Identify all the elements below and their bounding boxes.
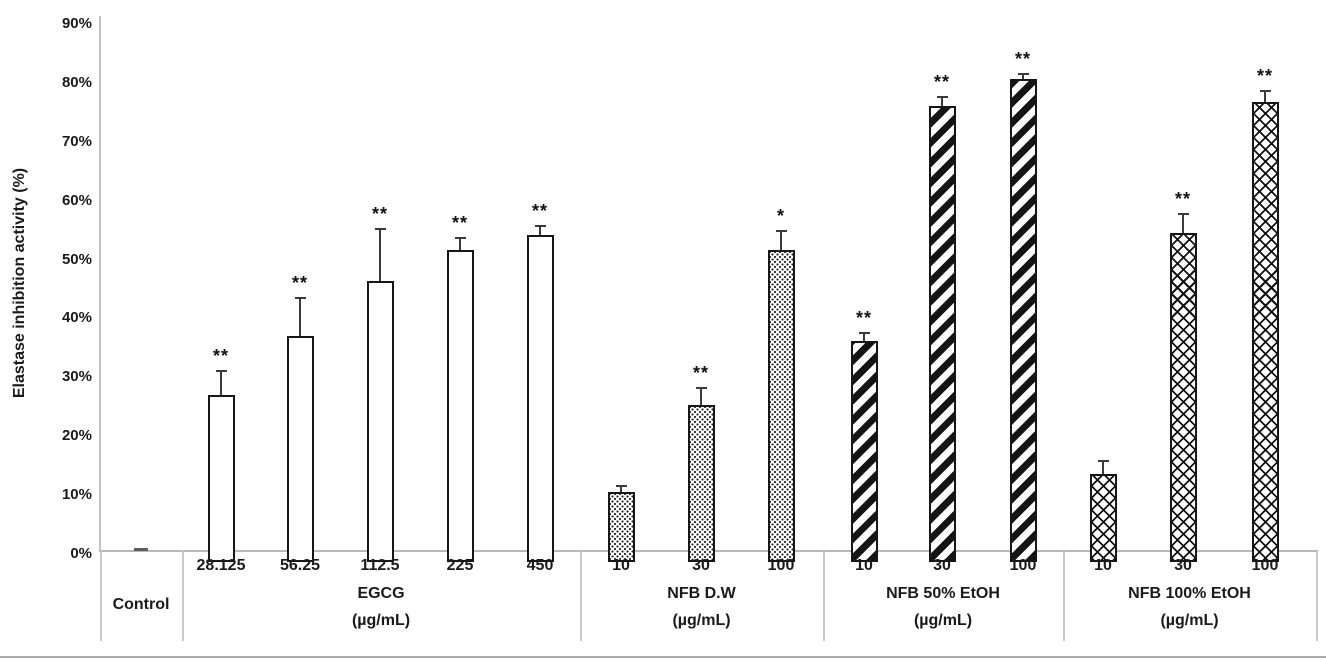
significance-mark: * [776,206,785,227]
bar [207,394,235,562]
significance-mark: ** [451,213,468,234]
bar [366,280,394,562]
error-bar-cap [215,369,227,372]
bottom-border-line [0,656,1326,658]
error-bar-cap [374,227,386,230]
significance-mark: ** [531,200,548,221]
error-bar-cap [1017,72,1029,75]
error-bar-cap [294,297,306,300]
concentration-label: 10 [855,557,873,574]
y-tick-label: 70% [61,132,92,150]
bar [607,492,635,562]
y-tick-label: 90% [61,14,92,32]
bar [446,250,474,562]
concentration-label: 100 [1009,557,1037,574]
concentration-label: 28.125 [196,557,246,574]
bar [286,336,314,562]
y-tick-label: 50% [61,250,92,268]
y-tick-label: 0% [70,545,92,562]
significance-mark: ** [933,72,950,93]
group-label: Control [112,596,170,613]
significance-mark: ** [371,203,388,224]
error-bar-cap [454,237,466,240]
y-tick-label: 10% [61,486,92,504]
error-bar-line [1102,459,1104,475]
group-divider [100,551,102,641]
bar [850,341,878,562]
error-bar-line [941,96,943,107]
error-bar-cap [1097,459,1109,462]
bar [1251,101,1279,562]
group-label: EGCG [357,585,405,602]
error-bar-line [780,230,782,251]
bar [1169,233,1197,562]
error-bar-cap [936,96,948,99]
y-tick-label: 40% [61,309,92,327]
error-bar-cap [1177,213,1189,216]
bar [928,106,956,562]
error-bar-line [379,227,381,281]
y-tick-label: 60% [61,191,92,209]
error-bar-line [1264,89,1266,102]
error-bar-line [539,224,541,235]
group-label: NFB 100% EtOH [1128,585,1251,602]
bar-control [134,548,148,552]
group-label: NFB D.W [667,585,736,602]
error-bar-line [620,485,622,493]
error-bar-cap [534,224,546,227]
error-bar-line [220,369,222,395]
concentration-label: 100 [767,557,795,574]
group-divider [823,551,825,641]
concentration-label: 10 [1094,557,1112,574]
y-tick-label: 20% [61,427,92,445]
group-sublabel: (µg/mL) [913,612,973,629]
y-tick-label: 30% [61,368,92,386]
bar [526,234,554,562]
y-tick-label: 80% [61,73,92,91]
significance-mark: ** [212,345,229,366]
y-axis-title: Elastase inhibition activity (%) [11,167,28,399]
bar [1089,474,1117,562]
error-bar-cap [695,386,707,389]
concentration-label: 56.25 [279,557,321,574]
significance-mark: ** [291,273,308,294]
bar [687,405,715,562]
group-divider [1316,551,1318,641]
error-bar-line [700,386,702,405]
concentration-label: 30 [1174,557,1192,574]
error-bar-line [299,297,301,337]
group-sublabel: (µg/mL) [351,612,411,629]
concentration-label: 450 [526,557,554,574]
significance-mark: ** [1014,48,1031,69]
concentration-label: 100 [1251,557,1279,574]
concentration-label: 225 [446,557,474,574]
y-axis-line [99,16,101,552]
error-bar-cap [858,331,870,334]
error-bar-line [1182,213,1184,234]
group-divider [1063,551,1065,641]
group-label: NFB 50% EtOH [886,585,1000,602]
concentration-label: 112.5 [360,557,400,574]
concentration-label: 30 [692,557,710,574]
error-bar-line [459,237,461,251]
error-bar-cap [615,485,627,488]
significance-mark: ** [1174,189,1191,210]
group-divider [580,551,582,641]
group-sublabel: (µg/mL) [672,612,731,629]
error-bar-line [1022,72,1024,80]
concentration-label: 30 [933,557,951,574]
group-sublabel: (µg/mL) [1160,612,1219,629]
significance-mark: ** [692,362,709,383]
significance-mark: ** [1256,65,1273,86]
error-bar-line [863,331,865,342]
significance-mark: ** [855,307,872,328]
error-bar-cap [775,230,787,233]
bar [1009,79,1037,562]
group-divider [182,551,184,641]
bar [767,250,795,562]
error-bar-cap [1259,89,1271,92]
concentration-label: 10 [612,557,630,574]
